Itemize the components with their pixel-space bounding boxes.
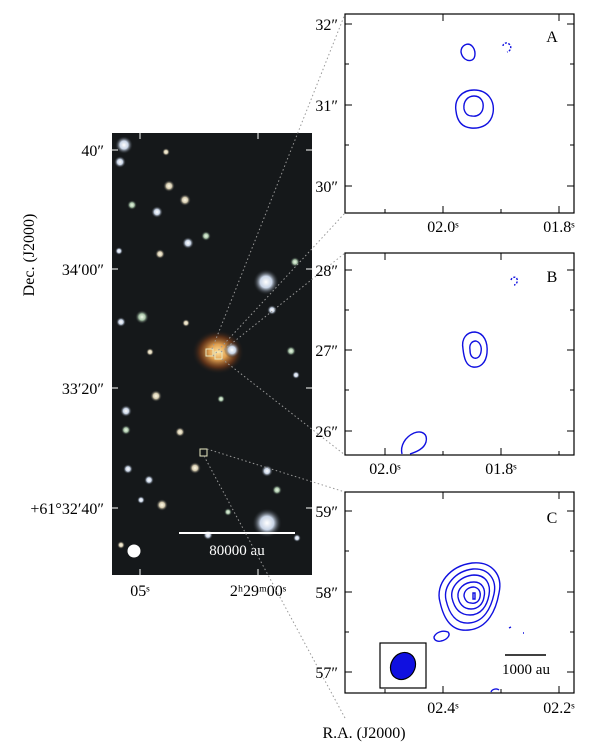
panel-a-contours [455,42,512,129]
panel-c-dec-tick-2: 58″ [315,585,338,602]
region-box-a [205,348,214,357]
beam-ellipse [389,651,417,681]
panel-b-dec-tick-2: 27″ [315,343,338,360]
main-image: 80000 au [112,133,312,575]
main-dec-tick-4: +61°32′40″ [30,501,104,518]
panel-b-ra-tick-2: 01.8ˢ [485,461,517,478]
panel-b-ticks [345,253,574,455]
panel-b: B [344,252,575,456]
panel-a-ra-tick-1: 02.0ˢ [427,219,459,236]
panel-a-letter: A [546,29,558,46]
region-box-c [199,448,208,457]
main-ra-tick-2: 2ʰ29ᵐ00ˢ [230,583,287,600]
panel-a-ra-tick-2: 01.8ˢ [543,219,575,236]
beam-marker [127,544,141,558]
connector-lines [203,13,346,719]
panel-a-dec-tick-3: 30″ [315,179,338,196]
panel-c-contours [433,562,524,693]
region-box-b [214,351,223,360]
panel-a-frame [344,13,575,214]
main-dec-tick-2: 34′00″ [62,262,104,279]
panel-b-dec-tick-1: 28″ [315,263,338,280]
main-dec-tick-1: 40″ [81,143,104,160]
panel-b-ra-tick-1: 02.0ˢ [369,461,401,478]
main-ticks [112,133,312,575]
y-axis-label: Dec. (J2000) [21,214,38,297]
panel-b-contours [400,276,518,455]
panel-c-letter: C [547,510,558,527]
panel-b-letter: B [547,269,558,286]
panel-c-ra-tick-2: 02.2ˢ [543,700,575,717]
panel-a-dec-tick-1: 32″ [315,17,338,34]
panel-a-dec-tick-2: 31″ [315,98,338,115]
panel-b-dec-tick-3: 26″ [315,424,338,441]
scale-bar-label: 80000 au [209,543,265,559]
beam-inset-frame [379,642,427,689]
panel-c-dec-tick-3: 57″ [315,665,338,682]
star-field [114,136,301,549]
panel-b-frame [344,252,575,456]
main-ra-tick-1: 05ˢ [130,583,150,600]
x-axis-label: R.A. (J2000) [322,725,405,742]
panel-c-ticks [345,492,574,693]
panel-c: C 1000 au [344,491,575,694]
panel-c-ra-tick-1: 02.4ˢ [427,700,459,717]
panel-a: A [344,13,575,214]
panel-a-ticks [345,14,574,213]
panel-c-scale-bar-label: 1000 au [502,662,550,678]
main-dec-tick-3: 33′20″ [62,381,104,398]
panel-c-dec-tick-1: 59″ [315,504,338,521]
